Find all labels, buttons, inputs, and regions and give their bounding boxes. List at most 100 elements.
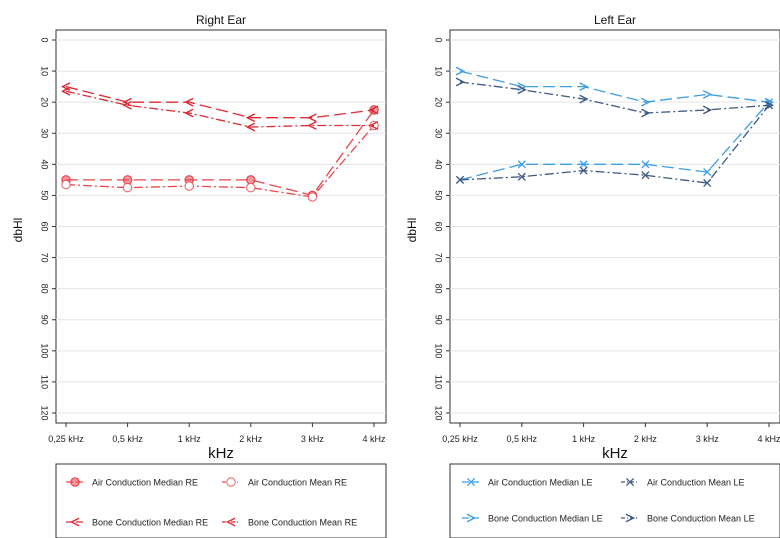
data-point — [307, 113, 317, 123]
series-line — [459, 81, 770, 114]
legend-label: Air Conduction Mean RE — [248, 478, 347, 488]
x-tick-label: 2 kHz — [634, 434, 658, 444]
x-tick-label: 3 kHz — [696, 434, 720, 444]
series-3 — [455, 77, 775, 118]
y-tick-label: 80 — [434, 284, 444, 294]
data-point — [517, 160, 526, 169]
series-2 — [60, 82, 379, 123]
data-point — [60, 86, 71, 96]
y-tick-label: 40 — [40, 159, 50, 169]
data-point — [184, 108, 194, 118]
legend-label: Bone Conduction Median LE — [488, 514, 603, 524]
legend-label: Bone Conduction Mean RE — [248, 518, 357, 528]
y-tick-label: 100 — [434, 343, 444, 358]
data-point — [764, 100, 775, 110]
x-tick-label: 0,5 kHz — [507, 434, 538, 444]
y-tick-label: 20 — [40, 97, 50, 107]
data-point — [245, 122, 256, 132]
y-tick-label: 90 — [40, 315, 50, 325]
x-tick-label: 0,5 kHz — [112, 434, 143, 444]
data-point — [184, 181, 194, 191]
series-line — [66, 109, 375, 197]
data-point — [641, 171, 650, 180]
y-tick-label: 20 — [434, 97, 444, 107]
y-tick-label: 50 — [40, 190, 50, 200]
legend-swatch-marker — [625, 513, 636, 523]
data-point — [122, 175, 133, 185]
legend-label: Air Conduction Mean LE — [647, 478, 745, 488]
data-point — [703, 168, 712, 177]
x-axis-label: kHz — [602, 445, 628, 462]
data-point — [579, 94, 589, 104]
data-point — [246, 182, 256, 193]
y-tick-label: 100 — [40, 343, 50, 358]
y-tick-label: 30 — [434, 128, 444, 138]
legend-label: Bone Conduction Mean LE — [647, 514, 755, 524]
chart-panel-1: Left Ear 0 10 20 30 40 50 60 70 80 90 100 110 120 dbHl… — [405, 13, 780, 538]
data-point — [517, 85, 527, 95]
legend-swatch-marker — [70, 477, 80, 487]
data-point — [641, 160, 650, 169]
series-line — [459, 101, 770, 181]
legend-swatch-marker — [625, 477, 635, 487]
data-point — [455, 77, 466, 87]
data-point — [517, 82, 527, 92]
y-tick-label: 0 — [434, 37, 444, 42]
data-point — [764, 97, 775, 107]
series-1 — [61, 120, 379, 202]
legend: Air Conduction Median RE Air Conduction M… — [55, 463, 387, 538]
data-point — [579, 160, 588, 169]
chart-title: Left Ear — [594, 13, 636, 27]
x-axis-label: kHz — [208, 445, 234, 462]
data-point — [122, 100, 132, 110]
x-tick-label: 4 kHz — [362, 434, 386, 444]
x-tick-label: 0,25 kHz — [48, 434, 84, 444]
series-line — [459, 104, 770, 184]
series-line — [65, 90, 374, 128]
data-point — [641, 97, 651, 107]
data-point — [122, 182, 133, 193]
data-point — [307, 121, 317, 130]
data-point — [702, 89, 713, 99]
y-tick-label: 10 — [434, 66, 444, 76]
y-axis-label: dbHl — [405, 218, 419, 243]
data-point — [702, 105, 713, 115]
data-point — [246, 175, 256, 185]
legend: Air Conduction Median LE Air Conduction M… — [449, 463, 780, 538]
x-tick-label: 1 kHz — [572, 434, 596, 444]
legend-label: Bone Conduction Median RE — [92, 518, 208, 528]
legend-swatch-marker — [466, 477, 476, 487]
data-point — [368, 121, 379, 130]
legend-label: Air Conduction Median LE — [488, 478, 593, 488]
legend-swatch-marker — [225, 517, 236, 527]
data-point — [245, 113, 256, 123]
data-point — [122, 97, 132, 107]
data-point — [184, 97, 194, 107]
legend-box — [55, 463, 387, 538]
y-axis-label: dbHl — [11, 218, 25, 243]
legend-item: Bone Conduction Mean LE — [621, 514, 755, 524]
legend-swatch-marker — [69, 517, 80, 527]
data-point — [61, 179, 71, 190]
series-3 — [60, 86, 379, 132]
data-point — [579, 166, 588, 175]
y-tick-label: 70 — [40, 253, 50, 263]
x-tick-label: 4 kHz — [757, 434, 780, 444]
legend-swatch-marker — [226, 477, 236, 487]
y-tick-label: 110 — [434, 375, 444, 389]
series-line — [65, 125, 375, 198]
y-tick-label: 90 — [434, 315, 444, 325]
data-point — [307, 192, 318, 202]
x-tick-label: 0,25 kHz — [442, 434, 478, 444]
y-tick-label: 50 — [434, 190, 444, 200]
legend-item: Bone Conduction Mean RE — [222, 518, 357, 528]
x-tick-label: 3 kHz — [301, 434, 325, 444]
y-tick-label: 80 — [40, 284, 50, 294]
y-tick-label: 120 — [40, 405, 50, 420]
series-line — [65, 85, 375, 119]
y-tick-label: 110 — [40, 375, 50, 389]
y-tick-label: 30 — [40, 128, 50, 138]
y-tick-label: 120 — [434, 405, 444, 420]
y-tick-label: 60 — [40, 221, 50, 231]
